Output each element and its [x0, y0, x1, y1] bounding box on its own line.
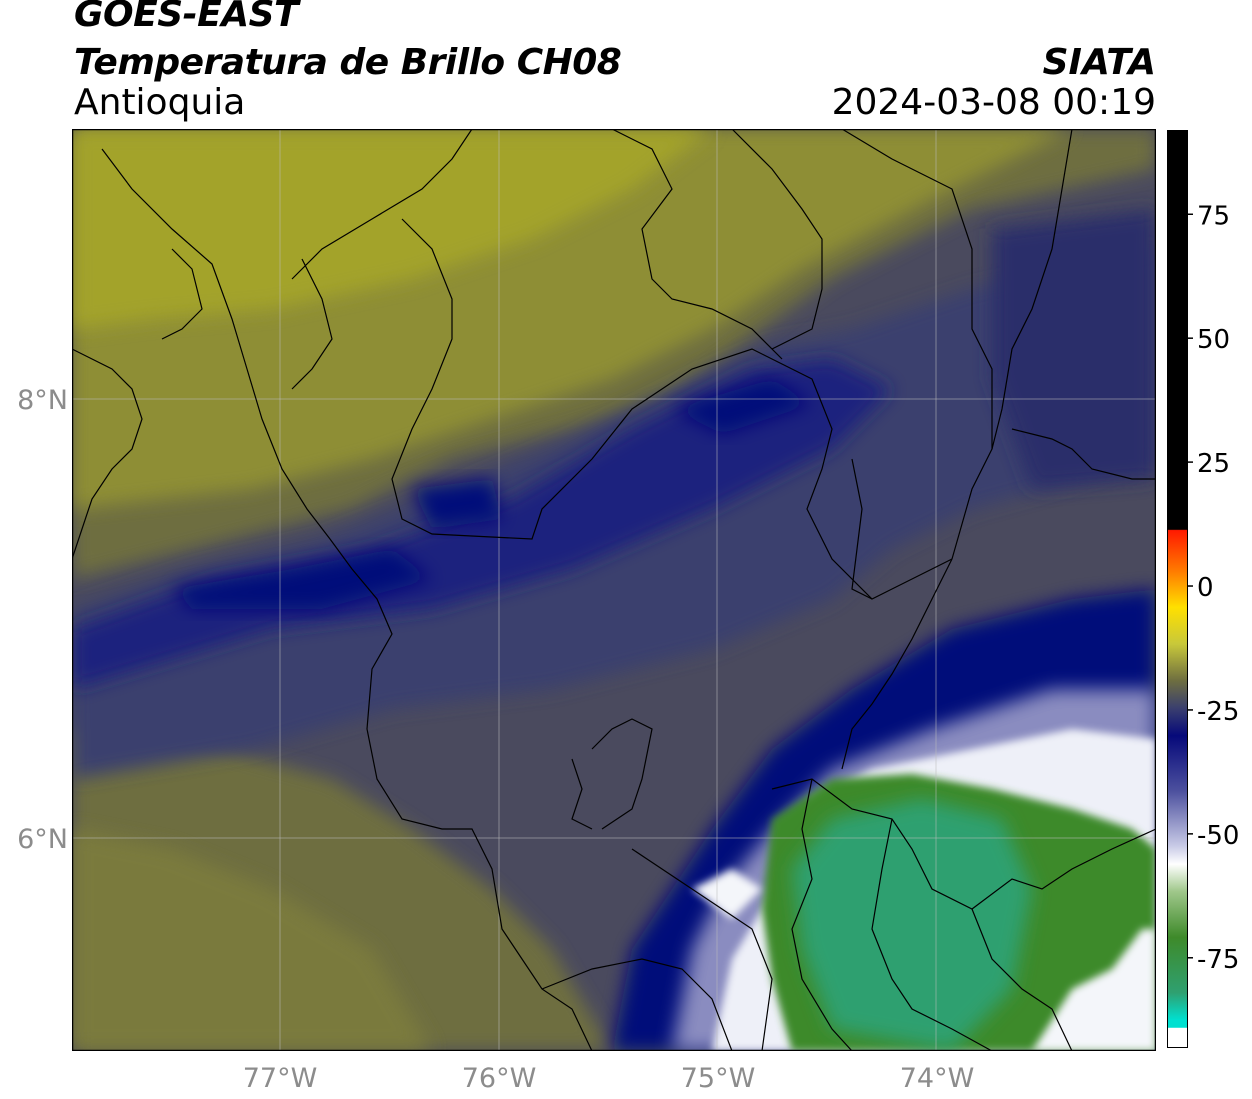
- longitude-tick-label: 75°W: [680, 1063, 756, 1094]
- colorbar-tick-label: -50: [1197, 821, 1239, 851]
- colorbar-tick-label: 25: [1197, 449, 1230, 479]
- latitude-tick-label: 6°N: [17, 824, 68, 856]
- administrative-boundaries: [72, 129, 1156, 1051]
- organization-title: SIATA: [1042, 42, 1156, 83]
- colorbar-tick-label: 0: [1197, 573, 1214, 603]
- colorbar-tick-label: -75: [1197, 945, 1239, 975]
- brightness-temperature-map: [72, 129, 1156, 1051]
- product-title: Temperatura de Brillo CH08: [74, 42, 622, 83]
- longitude-tick-label: 76°W: [461, 1063, 537, 1094]
- satellite-title: GOES-EAST: [74, 0, 299, 35]
- region-title: Antioquia: [74, 82, 246, 123]
- temperature-colorbar: 75 50 25 0 -25 -50 -75: [1167, 130, 1239, 1048]
- longitude-tick-label: 74°W: [899, 1063, 975, 1094]
- colorbar-scale: [1167, 130, 1188, 1048]
- map-frame: [72, 129, 1156, 1051]
- timestamp: 2024-03-08 00:19: [831, 82, 1156, 123]
- temperature-field: [72, 129, 1156, 1051]
- latitude-tick-label: 8°N: [17, 385, 68, 417]
- colorbar-tick-labels: 75 50 25 0 -25 -50 -75: [1187, 201, 1239, 975]
- longitude-tick-label: 77°W: [242, 1063, 318, 1094]
- colorbar-tick-label: 50: [1197, 325, 1230, 355]
- colorbar-tick-label: 75: [1197, 201, 1230, 231]
- colorbar-tick-label: -25: [1197, 697, 1239, 727]
